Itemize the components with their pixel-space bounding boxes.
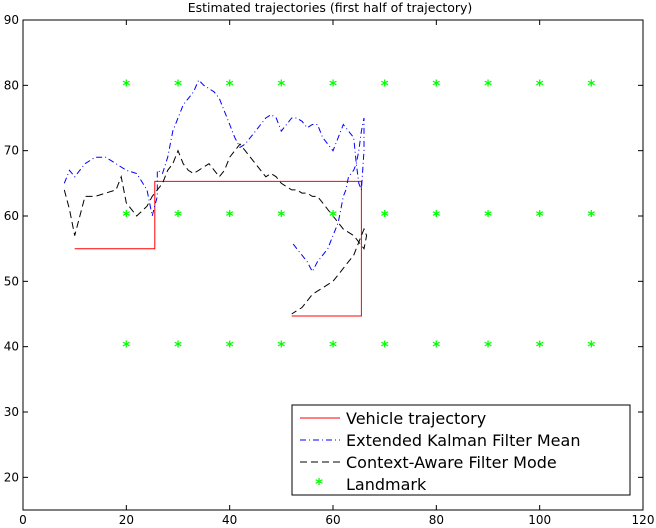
landmark-point: * xyxy=(484,338,492,356)
landmark-point: * xyxy=(484,207,492,225)
y-tick-label: 60 xyxy=(4,209,19,223)
landmark-point: * xyxy=(432,207,440,225)
context-aware-mode-line xyxy=(63,143,368,315)
landmark-point: * xyxy=(122,207,130,225)
landmark-point: * xyxy=(174,338,182,356)
vehicle-trajectory-line xyxy=(74,180,362,317)
landmark-point: * xyxy=(122,76,130,94)
ekf-mean-line xyxy=(63,79,365,273)
landmark-point: * xyxy=(587,338,595,356)
legend-label: Extended Kalman Filter Mean xyxy=(346,431,580,450)
legend-swatch-landmark: * xyxy=(315,475,323,493)
landmark-point: * xyxy=(587,207,595,225)
landmark-point: * xyxy=(277,76,285,94)
landmark-point: * xyxy=(587,76,595,94)
legend-label: Context-Aware Filter Mode xyxy=(346,453,557,472)
y-tick-label: 80 xyxy=(4,78,19,92)
landmark-point: * xyxy=(226,338,234,356)
landmark-layer: * * * * * * * * * * * * * * * * * * * * * * * * * * * * * * xyxy=(122,76,595,355)
legend-box xyxy=(291,404,631,496)
landmark-point: * xyxy=(174,76,182,94)
x-tick-label: 80 xyxy=(429,513,444,527)
landmark-point: * xyxy=(432,338,440,356)
landmark-point: * xyxy=(174,207,182,225)
landmark-point: * xyxy=(381,207,389,225)
y-tick-label: 70 xyxy=(4,144,19,158)
chart-title: Estimated trajectories (first half of tr… xyxy=(188,0,473,15)
x-tick-label: 60 xyxy=(325,513,340,527)
landmark-point: * xyxy=(484,76,492,94)
y-tick-label: 90 xyxy=(4,13,19,27)
legend: Vehicle trajectory Extended Kalman Filter… xyxy=(291,404,631,496)
landmark-point: * xyxy=(277,338,285,356)
x-tick-label: 100 xyxy=(528,513,551,527)
legend-label: Vehicle trajectory xyxy=(346,409,486,428)
y-tick-label: 30 xyxy=(4,405,19,419)
x-tick-label: 0 xyxy=(19,513,27,527)
landmark-point: * xyxy=(536,338,544,356)
x-tick-label: 20 xyxy=(119,513,134,527)
landmark-point: * xyxy=(329,207,337,225)
landmark-point: * xyxy=(122,338,130,356)
y-tick-label: 20 xyxy=(4,470,19,484)
landmark-point: * xyxy=(226,207,234,225)
x-tick-label: 40 xyxy=(222,513,237,527)
axis-ticks: 0 20 40 60 80 100 120 20 30 40 50 60 70 80 90 xyxy=(4,13,655,527)
landmark-point: * xyxy=(329,76,337,94)
landmark-point: * xyxy=(277,207,285,225)
y-tick-label: 50 xyxy=(4,274,19,288)
landmark-point: * xyxy=(226,76,234,94)
y-tick-label: 40 xyxy=(4,340,19,354)
legend-label: Landmark xyxy=(346,475,427,494)
x-tick-label: 120 xyxy=(632,513,655,527)
landmark-point: * xyxy=(536,76,544,94)
landmark-point: * xyxy=(329,338,337,356)
landmark-point: * xyxy=(381,338,389,356)
series-layer xyxy=(63,79,368,317)
landmark-point: * xyxy=(432,76,440,94)
landmark-point: * xyxy=(381,76,389,94)
landmark-point: * xyxy=(536,207,544,225)
